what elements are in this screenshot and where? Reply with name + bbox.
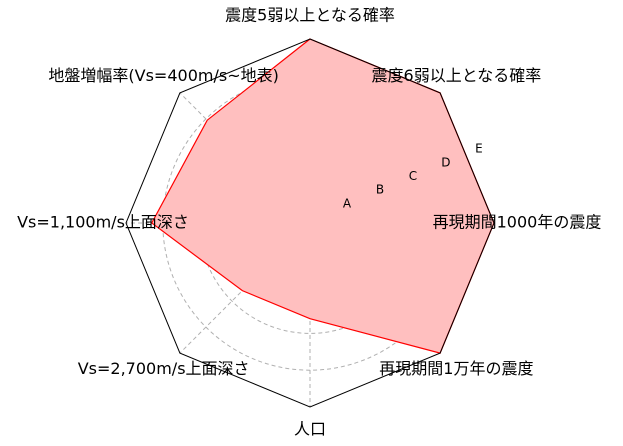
- ring-label-b: B: [376, 183, 384, 197]
- axis-label-3: 再現期間1万年の震度: [379, 359, 533, 378]
- ring-label-c: C: [409, 169, 417, 183]
- frame-layer: [125, 38, 495, 408]
- ring-label-d: D: [441, 155, 450, 169]
- data-layer: [150, 38, 495, 354]
- axis-label-7: 地盤増幅率(Vs=400m/s~地表): [48, 66, 278, 85]
- axis-label-1: 震度6弱以上となる確率: [372, 66, 542, 85]
- label-layer: A B C D E 震度5弱以上となる確率震度6弱以上となる確率再現期間1000年の震度再…: [17, 6, 601, 439]
- ring-label-e: E: [475, 142, 483, 156]
- axis-label-0: 震度5弱以上となる確率: [225, 6, 395, 25]
- axis-label-4: 人口: [294, 420, 326, 439]
- axis-label-2: 再現期間1000年の震度: [433, 213, 602, 232]
- axis-label-6: Vs=1,100m/s上面深さ: [17, 213, 189, 232]
- ring-label-a: A: [343, 196, 352, 210]
- axis-label-5: Vs=2,700m/s上面深さ: [78, 359, 250, 378]
- series-area-0: [150, 38, 495, 354]
- radar-frame: [125, 38, 495, 408]
